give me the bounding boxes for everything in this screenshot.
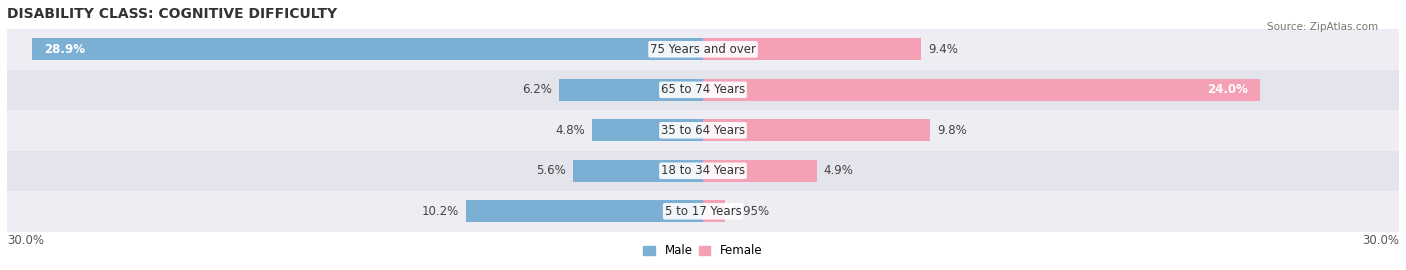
Bar [574, 160, 703, 182]
Bar [703, 38, 921, 60]
Text: 18 to 34 Years: 18 to 34 Years [661, 164, 745, 177]
Bar [592, 119, 703, 141]
Bar [32, 38, 703, 60]
Bar [703, 200, 725, 222]
Bar [703, 119, 931, 141]
Bar [7, 29, 1399, 70]
Text: 4.9%: 4.9% [824, 164, 853, 177]
Text: 35 to 64 Years: 35 to 64 Years [661, 124, 745, 137]
Text: 28.9%: 28.9% [44, 43, 86, 56]
Bar [467, 200, 703, 222]
Text: 65 to 74 Years: 65 to 74 Years [661, 83, 745, 96]
Text: 10.2%: 10.2% [422, 205, 460, 218]
Text: 4.8%: 4.8% [555, 124, 585, 137]
Text: 0.95%: 0.95% [733, 205, 769, 218]
Text: 9.4%: 9.4% [928, 43, 957, 56]
Bar [7, 191, 1399, 232]
Text: 24.0%: 24.0% [1208, 83, 1249, 96]
Bar [560, 79, 703, 101]
Text: Source: ZipAtlas.com: Source: ZipAtlas.com [1267, 22, 1378, 32]
Bar [7, 70, 1399, 110]
Text: 5 to 17 Years: 5 to 17 Years [665, 205, 741, 218]
Text: 9.8%: 9.8% [938, 124, 967, 137]
Text: 5.6%: 5.6% [536, 164, 567, 177]
Bar [703, 160, 817, 182]
Text: 6.2%: 6.2% [522, 83, 553, 96]
Legend: Male, Female: Male, Female [638, 240, 768, 262]
Text: 75 Years and over: 75 Years and over [650, 43, 756, 56]
Text: DISABILITY CLASS: COGNITIVE DIFFICULTY: DISABILITY CLASS: COGNITIVE DIFFICULTY [7, 7, 337, 21]
Text: 30.0%: 30.0% [7, 234, 44, 247]
Bar [703, 79, 1260, 101]
Bar [7, 151, 1399, 191]
Text: 30.0%: 30.0% [1362, 234, 1399, 247]
Bar [7, 110, 1399, 151]
